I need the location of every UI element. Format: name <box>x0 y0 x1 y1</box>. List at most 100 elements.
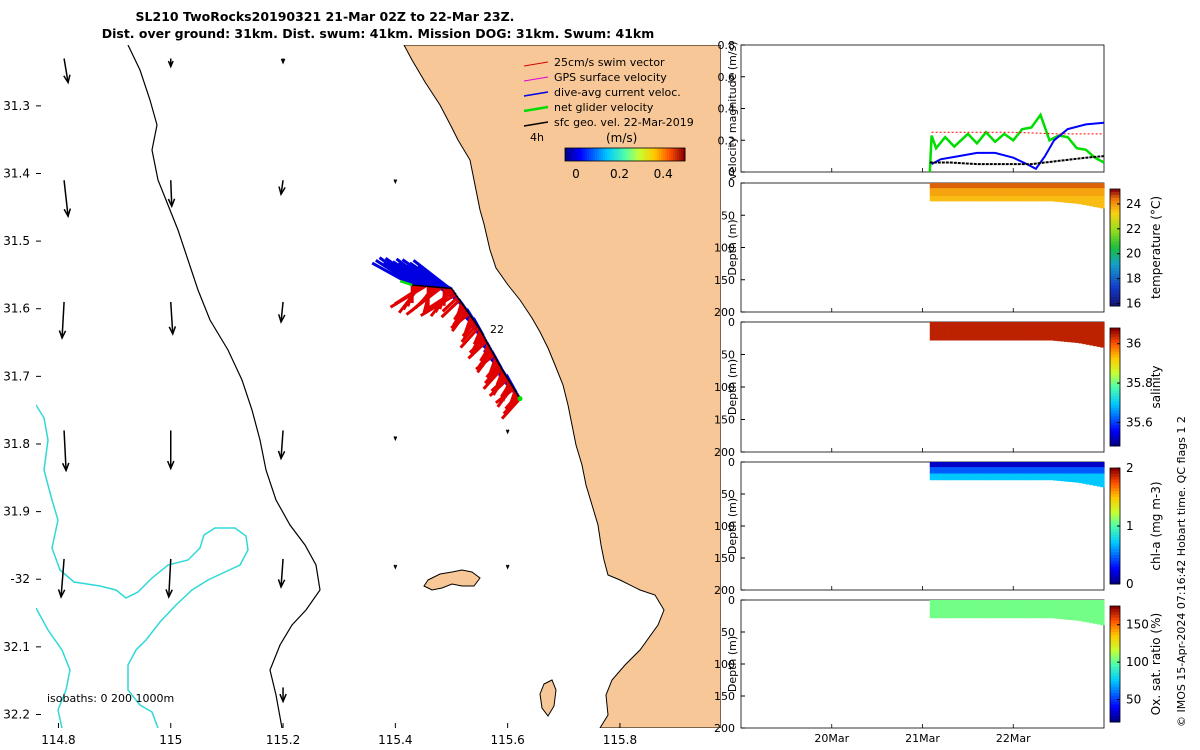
velocity-y-label: velocity magnitude (m/s) <box>726 41 739 179</box>
track-line <box>412 284 521 400</box>
profile-colorbar-tick: 2 <box>1126 461 1134 475</box>
profile-y-label: Depth (m) <box>726 359 739 415</box>
map-y-tick-label: 31.9 <box>3 505 30 519</box>
velocity-series-line <box>929 155 1105 166</box>
profile-y-label: Depth (m) <box>726 498 739 554</box>
profile-y-tick: 200 <box>714 722 735 735</box>
profile-y-tick: 50 <box>721 626 735 639</box>
map-y-tick-label: 32.2 <box>3 707 30 721</box>
map-colorbar-frame <box>564 147 686 162</box>
track-end-point <box>517 396 523 402</box>
glider-track <box>371 256 523 420</box>
time-x-tick: 20Mar <box>814 732 849 745</box>
profile-y-tick: 0 <box>728 594 735 607</box>
profile-axes-box <box>740 182 1105 313</box>
map-legend: 25cm/s swim vector GPS surface velocity … <box>523 56 694 181</box>
map-y-tick-label: 31.7 <box>3 369 30 383</box>
map-colorbar: 0 0.2 0.4 <box>564 147 686 181</box>
profile-y-tick: 200 <box>714 584 735 597</box>
profile-y-tick: 200 <box>714 306 735 319</box>
isobath-200 <box>127 45 321 728</box>
profile-y-tick: 150 <box>714 274 735 287</box>
geo-vector-arrow <box>167 58 174 69</box>
profile-colorbar-tick: 22 <box>1126 222 1141 236</box>
geo-vector-arrow <box>279 687 287 704</box>
profile-colorbar-tick: 16 <box>1126 297 1141 311</box>
island-garden <box>423 569 481 591</box>
legend-item-current: dive-avg current veloc. <box>523 86 681 99</box>
velocity-axes-box <box>740 44 1105 173</box>
profile-y-tick: 50 <box>721 488 735 501</box>
profile-colorbar: 50 100 150 <box>1109 605 1149 723</box>
velocity-y-tick: 0.2 <box>718 134 736 147</box>
legend-label-current: dive-avg current veloc. <box>554 86 681 99</box>
legend-item-swim: 25cm/s swim vector <box>523 56 665 69</box>
time-axis: 20Mar 21Mar 22Mar <box>814 168 1031 745</box>
geo-vector-arrow <box>505 564 510 570</box>
velocity-y-tick: 0.6 <box>718 71 736 84</box>
legend-item-gps: GPS surface velocity <box>523 71 667 84</box>
time-x-tick: 21Mar <box>905 732 940 745</box>
profile-colorbar-tick: 36 <box>1126 337 1141 351</box>
legend-label-gps: GPS surface velocity <box>554 71 667 84</box>
geo-vector-arrow <box>165 558 173 599</box>
map-y-tick-label: 31.8 <box>3 437 30 451</box>
geo-vector-arrow <box>63 180 72 219</box>
profile-y-tick: 50 <box>721 209 735 222</box>
isobaths-label: isobaths: 0 200 1000m <box>47 692 174 705</box>
geo-vector-arrow <box>61 430 70 473</box>
map-x-tick-label: 115.4 <box>378 733 412 747</box>
map-y-tick-label: 32.1 <box>3 640 30 654</box>
geo-vector-arrow <box>278 180 286 197</box>
profile-y-tick: 0 <box>728 456 735 469</box>
legend-swatch-net <box>523 105 549 113</box>
age-label: 4h <box>530 131 544 144</box>
legend-swatch-geo <box>523 121 549 127</box>
velocity-series-line <box>931 131 1104 135</box>
isobath-1000 <box>36 404 249 728</box>
legend-swatch-gps <box>523 76 549 82</box>
profile-y-tick: 0 <box>728 316 735 329</box>
geo-vector-arrow <box>393 179 398 185</box>
profile-colorbar-tick: 1 <box>1126 519 1134 533</box>
geo-vector-arrow <box>277 430 286 461</box>
profile-y-tick: 150 <box>714 552 735 565</box>
geo-vector-arrow <box>393 564 398 570</box>
temperature-panel: 0 50 100 150 200 Depth (m) 16 18 20 22 24 temperatu… <box>714 177 1163 319</box>
profile-colorbar: 0 1 2 <box>1109 461 1134 591</box>
legend-swatch-current <box>523 91 549 97</box>
land-mass <box>403 45 721 728</box>
profile-y-label: Depth (m) <box>726 219 739 275</box>
geo-vector-arrow <box>57 558 66 599</box>
map-x-tick-label: 115.6 <box>490 733 524 747</box>
map-y-tick-label: 31.5 <box>3 234 30 248</box>
side-note: © IMOS 15-Apr-2024 07:16:42 Hobart time.… <box>1175 416 1188 727</box>
net-velocity-mark <box>399 279 413 287</box>
velocity-series-line <box>928 112 1105 173</box>
legend-item-geo: sfc geo. vel. 22-Mar-2019 <box>523 116 694 129</box>
profile-y-tick: 100 <box>714 658 735 671</box>
profile-axes-box <box>740 599 1105 729</box>
profile-colorbar-tick: 18 <box>1126 272 1141 286</box>
map-colorbar-tick: 0.2 <box>610 167 629 181</box>
geo-vector-arrow <box>280 58 286 65</box>
legend-label-net: net glider velocity <box>554 101 654 114</box>
geo-vector-arrow <box>168 301 177 336</box>
profile-y-tick: 150 <box>714 690 735 703</box>
geo-vector-arrow <box>166 430 175 471</box>
map-x-tick-label: 115 <box>159 733 182 747</box>
legend-label-geo: sfc geo. vel. 22-Mar-2019 <box>554 116 694 129</box>
map-y-tick-label: -32 <box>10 572 30 586</box>
isobath-1000-west <box>36 607 71 728</box>
map-axes: 114.8 115 115.2 115.4 115.6 115.8 31.3 31.4 31.5… <box>3 99 637 747</box>
profile-colorbar-label: chl-a (mg m-3) <box>1149 481 1163 570</box>
salinity-panel: 0 50 100 150 200 Depth (m) 35.6 35.8 36 salinity <box>714 316 1163 459</box>
chl-a-panel: 0 50 100 150 200 Depth (m) 0 1 2 chl-a (mg m-3) <box>714 456 1163 597</box>
profile-y-tick: 100 <box>714 242 735 255</box>
map-y-tick-label: 31.4 <box>3 166 30 180</box>
profile-colorbar-tick: 150 <box>1126 618 1149 632</box>
geo-vector-arrow <box>277 301 286 324</box>
profile-colorbar: 16 18 20 22 24 <box>1109 188 1141 311</box>
